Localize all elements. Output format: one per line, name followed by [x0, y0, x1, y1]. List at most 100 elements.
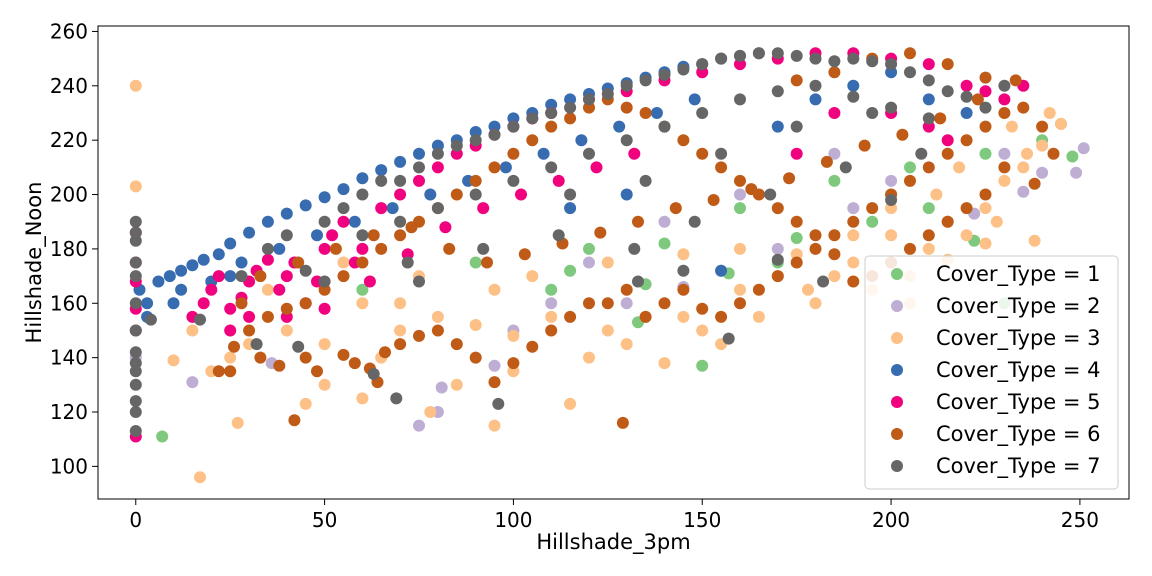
points-layer	[129, 47, 1090, 484]
y-tick-label: 220	[50, 128, 88, 152]
data-point	[658, 215, 671, 228]
data-point	[235, 256, 248, 269]
data-point	[885, 174, 898, 187]
x-tick-label: 0	[129, 508, 142, 532]
legend-entries: Cover_Type = 1 Cover_Type = 2 Cover_Type =…	[891, 262, 1101, 479]
data-point	[734, 202, 746, 215]
y-tick-label: 160	[50, 291, 88, 315]
data-point	[771, 47, 784, 60]
data-point	[632, 215, 644, 228]
data-point	[809, 79, 822, 92]
data-point	[212, 365, 225, 378]
data-point	[212, 270, 225, 283]
data-point	[254, 351, 267, 364]
data-point	[431, 139, 444, 152]
data-point	[205, 283, 218, 296]
data-point	[960, 134, 973, 147]
data-point	[658, 237, 671, 250]
data-point	[960, 107, 973, 119]
data-point	[971, 93, 984, 106]
data-point	[809, 242, 822, 255]
x-tick-label: 50	[312, 508, 337, 532]
data-point	[658, 120, 671, 133]
data-point	[329, 242, 342, 255]
data-point	[545, 310, 558, 323]
data-point	[715, 310, 728, 323]
data-point	[632, 275, 644, 288]
data-point	[488, 128, 501, 141]
data-point	[783, 172, 796, 185]
y-axis-label: Hillshade_Noon	[22, 182, 47, 344]
data-point	[129, 180, 142, 193]
data-point	[790, 248, 803, 261]
data-point	[922, 74, 935, 87]
data-point	[771, 120, 784, 133]
data-point	[601, 88, 614, 100]
data-point	[469, 188, 482, 201]
data-point	[941, 58, 954, 71]
data-point	[847, 275, 860, 288]
data-point	[564, 101, 577, 114]
legend-marker	[891, 300, 903, 312]
data-point	[734, 93, 746, 106]
data-point	[431, 202, 444, 215]
y-tick-label: 240	[50, 74, 88, 98]
legend-label: Cover_Type = 3	[936, 326, 1101, 351]
data-point	[696, 324, 709, 337]
data-point	[734, 174, 746, 187]
data-point	[356, 188, 369, 201]
data-point	[734, 242, 746, 255]
data-point	[564, 93, 577, 106]
data-point	[469, 134, 482, 147]
legend-marker	[891, 364, 903, 376]
data-point	[288, 414, 301, 427]
data-point	[771, 253, 784, 266]
data-point	[960, 79, 973, 92]
legend-label: Cover_Type = 5	[936, 390, 1101, 415]
data-point	[280, 310, 293, 323]
data-point	[299, 264, 312, 277]
data-point	[828, 248, 841, 261]
data-point	[752, 47, 765, 60]
data-point	[677, 264, 690, 277]
data-point	[590, 161, 603, 174]
data-point	[311, 365, 323, 378]
data-point	[413, 419, 425, 432]
data-point	[904, 161, 916, 174]
data-point	[583, 256, 595, 269]
data-point	[273, 283, 286, 296]
data-point	[858, 139, 871, 152]
data-point	[163, 270, 176, 283]
plot-area-frame	[97, 25, 1130, 500]
data-point	[545, 161, 558, 174]
data-point	[915, 147, 928, 160]
data-point	[953, 161, 966, 174]
data-point	[564, 112, 577, 125]
data-point	[564, 264, 577, 277]
data-point	[375, 174, 388, 187]
data-point	[1066, 150, 1079, 163]
data-point	[960, 90, 973, 103]
data-point	[1009, 74, 1022, 87]
data-point	[1055, 117, 1067, 130]
data-point	[545, 283, 558, 296]
data-point	[394, 229, 407, 242]
data-point	[1017, 185, 1030, 198]
data-point	[224, 237, 237, 250]
data-point	[194, 471, 206, 484]
data-point	[1028, 177, 1041, 190]
data-point	[1036, 139, 1049, 152]
data-point	[186, 259, 199, 272]
data-point	[715, 147, 728, 160]
data-point	[809, 52, 822, 65]
data-point	[243, 324, 256, 337]
data-point	[129, 357, 142, 370]
data-point	[175, 283, 188, 296]
data-point	[1021, 147, 1033, 160]
data-point	[129, 425, 142, 437]
data-point	[922, 161, 935, 174]
data-point	[507, 357, 520, 370]
data-point	[197, 297, 210, 310]
data-point	[866, 107, 879, 119]
